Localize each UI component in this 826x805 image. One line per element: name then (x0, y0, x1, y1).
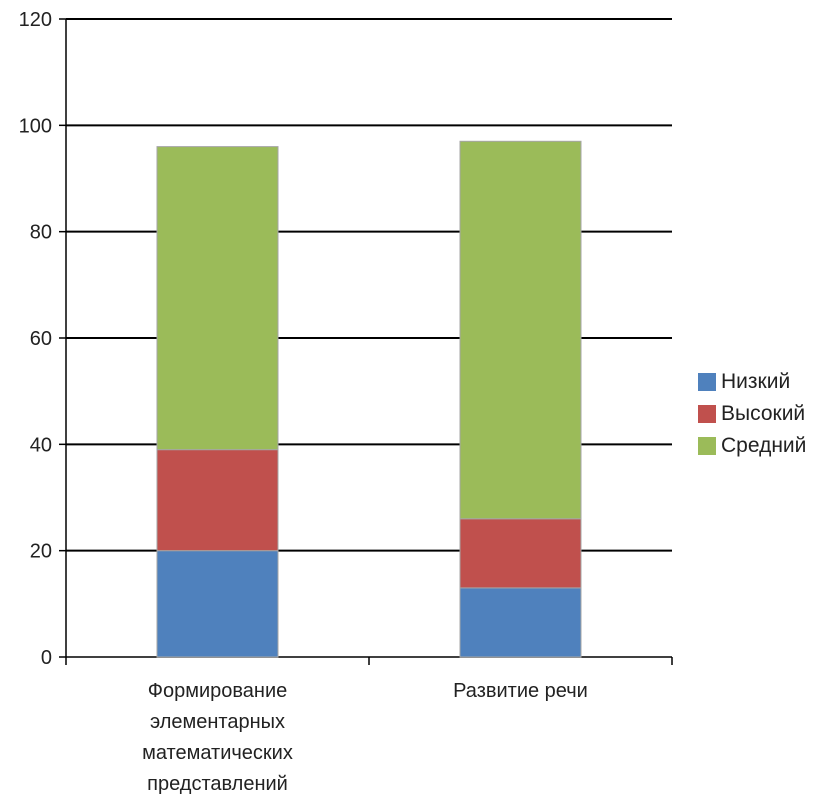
y-tick-label: 20 (30, 541, 52, 563)
bar-segment-Средний (459, 140, 582, 520)
legend-swatch (698, 373, 716, 391)
x-category-label: Формирование (148, 680, 287, 702)
x-category-label: математических (142, 742, 293, 764)
bar-segment-Высокий (156, 449, 279, 552)
y-tick-label: 40 (30, 434, 52, 456)
legend-item: Низкий (698, 366, 806, 398)
legend-item: Средний (698, 430, 806, 462)
x-category-label: представлений (147, 773, 288, 795)
legend-item: Высокий (698, 398, 806, 430)
bar-segment-Низкий (459, 587, 582, 658)
y-tick-label: 0 (41, 647, 52, 669)
bar-segment-Высокий (459, 518, 582, 589)
legend-label: Низкий (721, 370, 791, 393)
x-category-label: Развитие речи (453, 680, 588, 702)
legend-swatch (698, 437, 716, 455)
y-tick-label: 60 (30, 328, 52, 350)
x-category-label: элементарных (150, 711, 285, 733)
y-tick-label: 120 (19, 9, 52, 31)
y-tick-label: 100 (19, 115, 52, 137)
legend-label: Высокий (721, 402, 806, 425)
bar-segment-Средний (156, 146, 279, 451)
chart-legend: Низкий Высокий Средний (698, 366, 806, 462)
bar-segment-Низкий (156, 550, 279, 658)
legend-swatch (698, 405, 716, 423)
legend-label: Средний (721, 434, 807, 457)
y-tick-label: 80 (30, 222, 52, 244)
